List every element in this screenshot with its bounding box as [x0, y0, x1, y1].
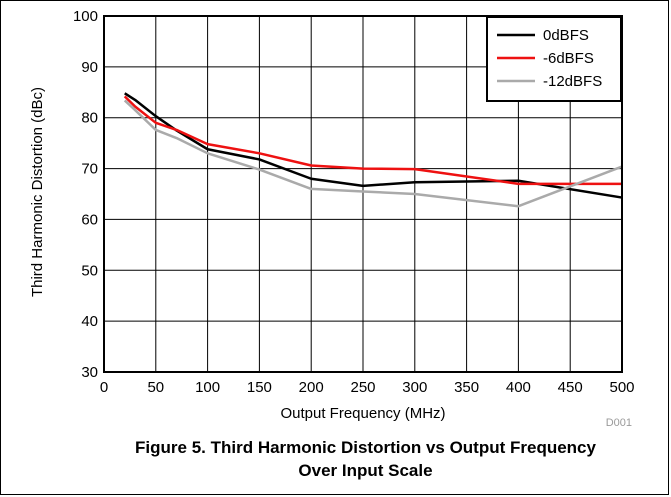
series-line-0dbfs [124, 92, 623, 199]
x-tick-label: 50 [147, 379, 164, 396]
y-tick-label: 40 [81, 313, 98, 330]
figure-code: D001 [606, 417, 632, 429]
x-tick-label: 400 [506, 379, 531, 396]
plot-border [103, 15, 623, 373]
legend-label: 0dBFS [543, 27, 589, 44]
legend: 0dBFS -6dBFS -12dBFS [486, 16, 622, 102]
y-tick-label: 80 [81, 110, 98, 127]
figure-caption-line-1: Figure 5. Third Harmonic Distortion vs O… [135, 438, 596, 457]
legend-label: -12dBFS [543, 73, 602, 90]
x-tick-label: 450 [558, 379, 583, 396]
series-lines [123, 92, 623, 208]
series-line-12dbfs [123, 99, 623, 208]
y-tick-label: 90 [81, 59, 98, 76]
x-tick-label: 300 [402, 379, 427, 396]
x-axis-label: Output Frequency (MHz) [280, 405, 445, 422]
tick-labels: 0 50 100 150 200 250 300 350 400 450 500 30 40 50 60 70… [73, 8, 635, 396]
x-tick-label: 200 [299, 379, 324, 396]
x-tick-label: 150 [247, 379, 272, 396]
y-tick-label: 50 [81, 262, 98, 279]
figure-caption-line-2: Over Input Scale [298, 461, 433, 480]
y-axis-label: Third Harmonic Distortion (dBc) [29, 87, 46, 297]
y-tick-label: 100 [73, 8, 98, 25]
x-tick-label: 100 [195, 379, 220, 396]
x-tick-label: 350 [454, 379, 479, 396]
x-tick-label: 250 [350, 379, 375, 396]
legend-label: -6dBFS [543, 50, 594, 67]
x-tick-label: 500 [609, 379, 634, 396]
series-line-6dbfs [123, 95, 622, 186]
y-tick-label: 70 [81, 161, 98, 178]
y-tick-label: 60 [81, 211, 98, 228]
thd-vs-frequency-chart: 0 50 100 150 200 250 300 350 400 450 500 30 40 50 60 70… [29, 8, 635, 429]
y-tick-label: 30 [81, 364, 98, 381]
x-tick-label: 0 [100, 379, 108, 396]
